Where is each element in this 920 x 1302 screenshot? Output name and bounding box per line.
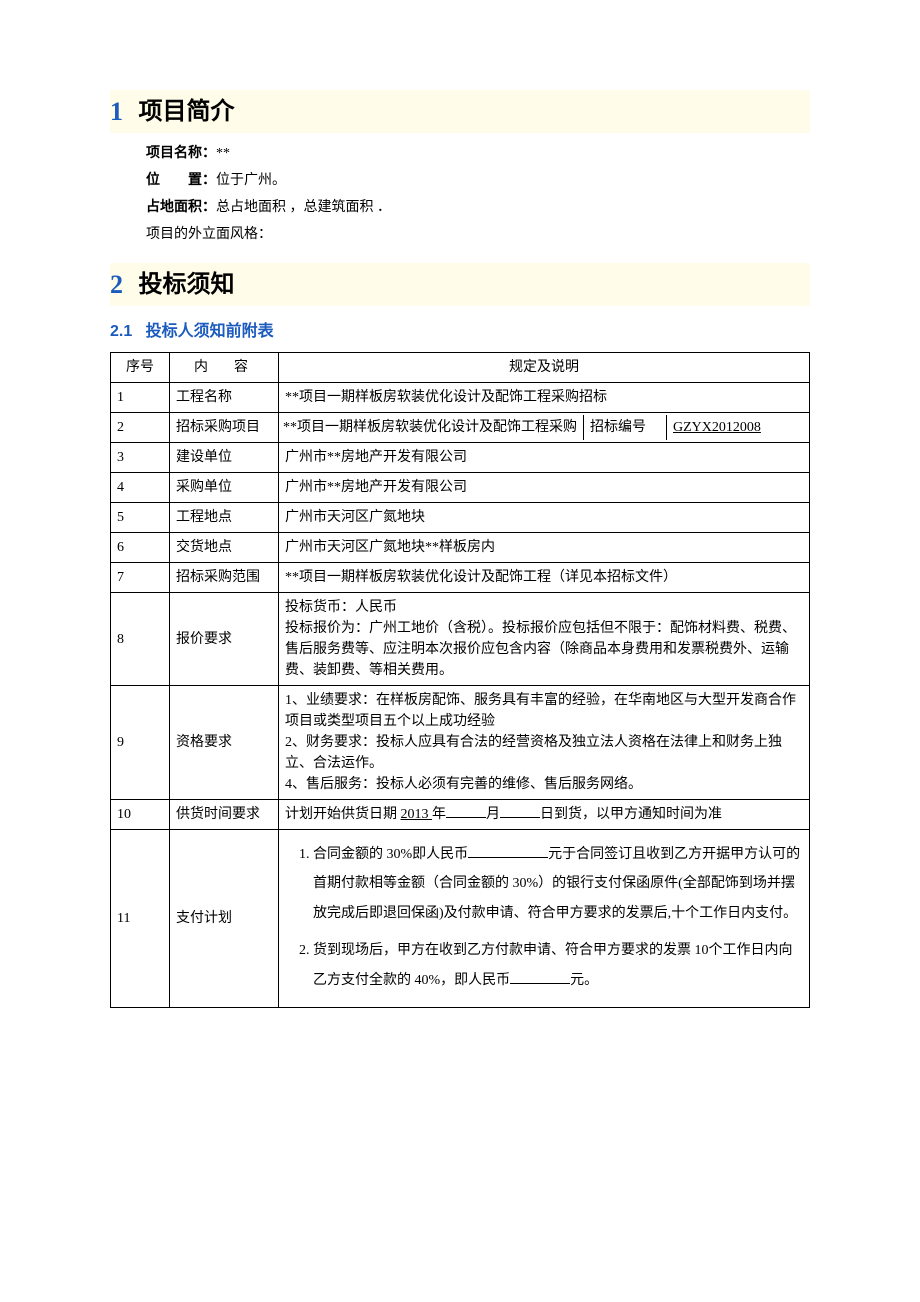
project-name-value: ** xyxy=(216,146,230,161)
delivery-y: 年 xyxy=(432,807,446,822)
cell-val: 广州市天河区广氮地块 xyxy=(279,503,810,533)
cell-no: 9 xyxy=(111,686,170,800)
cell-name: 招标采购项目 xyxy=(170,413,279,443)
cell-name: 支付计划 xyxy=(170,830,279,1008)
cell-no: 10 xyxy=(111,800,170,830)
table-row: 8 报价要求 投标货币：人民币 投标报价为：广州工地价（含税）。投标报价应包括但… xyxy=(111,593,810,686)
project-name-label: 项目名称： xyxy=(146,146,216,161)
area-value: 总占地面积 ，总建筑面积 ． xyxy=(216,200,391,215)
cell-no: 11 xyxy=(111,830,170,1008)
cell-val: 广州市**房地产开发有限公司 xyxy=(279,443,810,473)
delivery-year: 2013 xyxy=(401,807,433,822)
cell-val: 1、业绩要求：在样板房配饰、服务具有丰富的经验，在华南地区与大型开发商合作项目或… xyxy=(279,686,810,800)
cell-no: 3 xyxy=(111,443,170,473)
table-row: 2 招标采购项目 **项目一期样板房软装优化设计及配饰工程采购 招标编号 GZY… xyxy=(111,413,810,443)
blank-month xyxy=(446,817,486,818)
cell-val: 投标货币：人民币 投标报价为：广州工地价（含税）。投标报价应包括但不限于：配饰材… xyxy=(279,593,810,686)
th-no: 序号 xyxy=(111,353,170,383)
cell-name: 工程名称 xyxy=(170,383,279,413)
table-row: 3 建设单位 广州市**房地产开发有限公司 xyxy=(111,443,810,473)
cell-val: 计划开始供货日期 2013 年 月 日到货，以甲方通知时间为准 xyxy=(279,800,810,830)
delivery-pre: 计划开始供货日期 xyxy=(285,807,401,822)
section-2-1-heading: 2.1 投标人须知前附表 xyxy=(110,320,810,344)
table-row: 11 支付计划 合同金额的 30%即人民币元于合同签订且收到乙方开据甲方认可的首… xyxy=(111,830,810,1008)
table-row: 6 交货地点 广州市天河区广氮地块**样板房内 xyxy=(111,533,810,563)
table-header-row: 序号 内 容 规定及说明 xyxy=(111,353,810,383)
delivery-tail: 日到货，以甲方通知时间为准 xyxy=(540,807,722,822)
facade-text: 项目的外立面风格： xyxy=(146,227,272,242)
section-1-title: 项目简介 xyxy=(139,94,235,130)
cell-name: 供货时间要求 xyxy=(170,800,279,830)
table-row: 5 工程地点 广州市天河区广氮地块 xyxy=(111,503,810,533)
cell-name: 报价要求 xyxy=(170,593,279,686)
section-1-number: 1 xyxy=(110,92,123,131)
location-label-1: 位 xyxy=(146,173,160,188)
cell-val: 广州市**房地产开发有限公司 xyxy=(279,473,810,503)
th-content: 内 容 xyxy=(170,353,279,383)
payment-item-1: 合同金额的 30%即人民币元于合同签订且收到乙方开据甲方认可的首期付款相等金额（… xyxy=(313,840,803,928)
table-row: 4 采购单位 广州市**房地产开发有限公司 xyxy=(111,473,810,503)
cell-name: 工程地点 xyxy=(170,503,279,533)
cell-name: 资格要求 xyxy=(170,686,279,800)
section-1-body: 项目名称：** 位 置：位于广州。 占地面积：总占地面积 ，总建筑面积 ． 项目… xyxy=(146,143,810,245)
blank-day xyxy=(500,817,540,818)
blank-amount-2 xyxy=(510,983,570,984)
pay2-a: 货到现场后，甲方在收到乙方付款申请、符合甲方要求的发票 10个工作日内向乙方支付… xyxy=(313,943,793,987)
cell-no: 5 xyxy=(111,503,170,533)
pay1-a: 合同金额的 30%即人民币 xyxy=(313,847,468,862)
payment-list: 合同金额的 30%即人民币元于合同签订且收到乙方开据甲方认可的首期付款相等金额（… xyxy=(285,840,803,995)
cell-no: 8 xyxy=(111,593,170,686)
cell-no: 1 xyxy=(111,383,170,413)
th-desc: 规定及说明 xyxy=(279,353,810,383)
cell-val: **项目一期样板房软装优化设计及配饰工程（详见本招标文件） xyxy=(279,563,810,593)
cell-name: 建设单位 xyxy=(170,443,279,473)
cell-name: 招标采购范围 xyxy=(170,563,279,593)
table-row: 1 工程名称 **项目一期样板房软装优化设计及配饰工程采购招标 xyxy=(111,383,810,413)
delivery-m: 月 xyxy=(486,807,500,822)
cell-name: 采购单位 xyxy=(170,473,279,503)
section-2-title: 投标须知 xyxy=(139,267,235,303)
table-row: 7 招标采购范围 **项目一期样板房软装优化设计及配饰工程（详见本招标文件） xyxy=(111,563,810,593)
cell-no: 7 xyxy=(111,563,170,593)
cell-payment: 合同金额的 30%即人民币元于合同签订且收到乙方开据甲方认可的首期付款相等金额（… xyxy=(279,830,810,1008)
cell-val: **项目一期样板房软装优化设计及配饰工程采购招标 xyxy=(279,383,810,413)
cell-val: 广州市天河区广氮地块**样板房内 xyxy=(279,533,810,563)
bid-no-label: 招标编号 xyxy=(583,415,666,440)
cell-name: 交货地点 xyxy=(170,533,279,563)
section-2-1-number: 2.1 xyxy=(110,323,132,340)
cell-bid: **项目一期样板房软装优化设计及配饰工程采购 招标编号 GZYX2012008 xyxy=(279,413,810,443)
project-name-line: 项目名称：** xyxy=(146,143,810,164)
bid-desc: **项目一期样板房软装优化设计及配饰工程采购 xyxy=(279,415,583,440)
table-row: 9 资格要求 1、业绩要求：在样板房配饰、服务具有丰富的经验，在华南地区与大型开… xyxy=(111,686,810,800)
area-line: 占地面积：总占地面积 ，总建筑面积 ． xyxy=(146,197,810,218)
location-value: 位于广州。 xyxy=(216,173,286,188)
cell-no: 6 xyxy=(111,533,170,563)
payment-item-2: 货到现场后，甲方在收到乙方付款申请、符合甲方要求的发票 10个工作日内向乙方支付… xyxy=(313,936,803,995)
section-2-number: 2 xyxy=(110,265,123,304)
info-table: 序号 内 容 规定及说明 1 工程名称 **项目一期样板房软装优化设计及配饰工程… xyxy=(110,352,810,1008)
blank-amount-1 xyxy=(468,857,548,858)
bid-no-value: GZYX2012008 xyxy=(666,415,809,440)
section-2-heading: 2 投标须知 xyxy=(110,263,810,306)
section-2-1-title: 投标人须知前附表 xyxy=(146,323,274,340)
cell-no: 2 xyxy=(111,413,170,443)
table-row: 10 供货时间要求 计划开始供货日期 2013 年 月 日到货，以甲方通知时间为准 xyxy=(111,800,810,830)
pay2-b: 元。 xyxy=(570,973,598,988)
location-label-2: 置： xyxy=(188,173,216,188)
facade-line: 项目的外立面风格： xyxy=(146,224,810,245)
area-label: 占地面积： xyxy=(146,200,216,215)
location-line: 位 置：位于广州。 xyxy=(146,170,810,191)
cell-no: 4 xyxy=(111,473,170,503)
section-1-heading: 1 项目简介 xyxy=(110,90,810,133)
